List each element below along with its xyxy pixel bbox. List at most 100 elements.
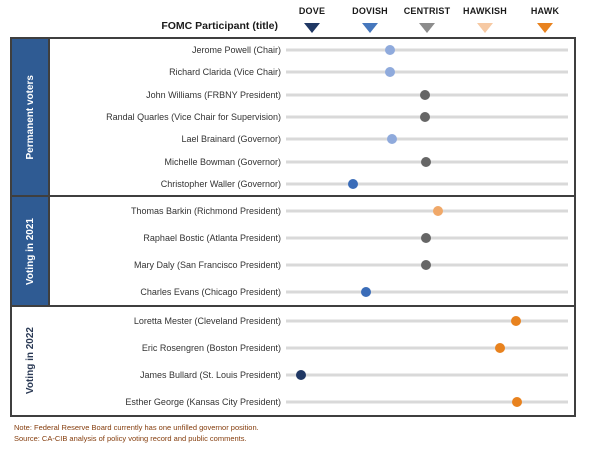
stance-track	[286, 89, 568, 100]
source-line: Source: CA-CIB analysis of policy voting…	[14, 434, 247, 444]
dove-triangle-icon	[304, 23, 320, 33]
stance-track	[286, 259, 568, 270]
scale-column-dovish: DOVISH	[330, 6, 410, 33]
participant-row: Esther George (Kansas City President)	[50, 388, 574, 415]
stance-track	[286, 396, 568, 407]
stance-track	[286, 205, 568, 216]
chart-frame: Permanent voters Jerome Powell (Chair) Ri…	[10, 37, 576, 417]
note-line: Note: Federal Reserve Board currently ha…	[14, 423, 259, 432]
section-permanent-voters: Permanent voters Jerome Powell (Chair) Ri…	[12, 39, 574, 196]
stance-track	[286, 232, 568, 243]
participant-row: Mary Daly (San Francisco President)	[50, 251, 574, 278]
participant-row: Loretta Mester (Cleveland President)	[50, 307, 574, 334]
participant-name: Raphael Bostic (Atlanta President)	[143, 232, 281, 243]
scale-column-hawkish: HAWKISH	[445, 6, 525, 33]
participant-name: Jerome Powell (Chair)	[191, 45, 281, 56]
section-rows: Jerome Powell (Chair) Richard Clarida (Vi…	[50, 39, 574, 195]
participant-row: John Williams (FRBNY President)	[50, 84, 574, 106]
participant-row: Raphael Bostic (Atlanta President)	[50, 224, 574, 251]
participant-name: Christopher Waller (Governor)	[160, 178, 281, 189]
stance-dot	[421, 232, 431, 243]
section-label: Voting in 2021	[24, 217, 36, 285]
participant-row: Jerome Powell (Chair)	[50, 39, 574, 61]
scale-column-hawk: HAWK	[505, 6, 585, 33]
section-rows: Loretta Mester (Cleveland President) Eric…	[50, 307, 574, 415]
section-voting-2022: Voting in 2022 Loretta Mester (Cleveland…	[12, 305, 574, 415]
participant-name: James Bullard (St. Louis President)	[139, 369, 281, 380]
section-bar-voting-2022: Voting in 2022	[12, 307, 50, 415]
stance-track	[286, 315, 568, 326]
stance-line	[286, 290, 568, 294]
participant-row: Michelle Bowman (Governor)	[50, 150, 574, 172]
stance-track	[286, 45, 568, 56]
participant-name: Eric Rosengren (Boston President)	[141, 342, 281, 353]
stance-dot	[421, 259, 431, 270]
stance-track	[286, 286, 568, 297]
stance-line	[286, 209, 568, 213]
stance-track	[286, 369, 568, 380]
participant-name: Esther George (Kansas City President)	[125, 396, 281, 407]
stance-dot	[433, 205, 443, 216]
section-bar-permanent-voters: Permanent voters	[12, 39, 50, 196]
centrist-triangle-icon	[419, 23, 435, 33]
participant-row: Charles Evans (Chicago President)	[50, 278, 574, 305]
participant-row: Thomas Barkin (Richmond President)	[50, 197, 574, 224]
participant-row: Eric Rosengren (Boston President)	[50, 334, 574, 361]
participant-row: Christopher Waller (Governor)	[50, 173, 574, 195]
stance-line	[286, 319, 568, 323]
stance-line	[286, 373, 568, 377]
stance-track	[286, 178, 568, 189]
participant-name: Lael Brainard (Governor)	[181, 134, 281, 145]
participant-row: Randal Quarles (Vice Chair for Supervisi…	[50, 106, 574, 128]
hawk-label: HAWK	[530, 6, 560, 16]
stance-dot	[348, 178, 358, 189]
stance-line	[286, 137, 568, 141]
stance-dot	[420, 89, 430, 100]
participant-name: John Williams (FRBNY President)	[146, 89, 281, 100]
stance-dot	[512, 396, 522, 407]
stance-track	[286, 156, 568, 167]
hawk-triangle-icon	[537, 23, 553, 33]
stance-dot	[385, 67, 395, 78]
stance-line	[286, 70, 568, 74]
participant-row: Lael Brainard (Governor)	[50, 128, 574, 150]
stance-dot	[385, 45, 395, 56]
stance-track	[286, 112, 568, 123]
stance-line	[286, 48, 568, 52]
participant-name: Michelle Bowman (Governor)	[164, 156, 281, 167]
section-label: Permanent voters	[24, 74, 36, 160]
scale-column-dove: DOVE	[272, 6, 352, 33]
stance-track	[286, 134, 568, 145]
participant-name: Richard Clarida (Vice Chair)	[169, 67, 281, 78]
section-bar-voting-2021: Voting in 2021	[12, 197, 50, 306]
section-rows: Thomas Barkin (Richmond President) Raphae…	[50, 197, 574, 305]
stance-dot	[361, 286, 371, 297]
stance-dot	[511, 315, 521, 326]
stance-line	[286, 346, 568, 350]
dove-label: DOVE	[298, 6, 326, 16]
stance-line	[286, 182, 568, 186]
stance-dot	[421, 156, 431, 167]
dovish-label: DOVISH	[352, 6, 388, 16]
participant-row: Richard Clarida (Vice Chair)	[50, 61, 574, 83]
stance-track	[286, 342, 568, 353]
scale-column-centrist: CENTRIST	[387, 6, 467, 33]
participant-name: Thomas Barkin (Richmond President)	[130, 205, 281, 216]
dovish-triangle-icon	[362, 23, 378, 33]
stance-dot	[495, 342, 505, 353]
participant-name: Randal Quarles (Vice Chair for Supervisi…	[106, 112, 281, 123]
participant-name: Loretta Mester (Cleveland President)	[133, 315, 281, 326]
stance-line	[286, 400, 568, 404]
participant-name: Mary Daly (San Francisco President)	[133, 259, 281, 270]
hawkish-triangle-icon	[477, 23, 493, 33]
participant-row: James Bullard (St. Louis President)	[50, 361, 574, 388]
participant-name: Charles Evans (Chicago President)	[140, 286, 281, 297]
section-voting-2021: Voting in 2021 Thomas Barkin (Richmond P…	[12, 195, 574, 306]
footnotes: Note: Federal Reserve Board currently ha…	[14, 422, 259, 445]
centrist-label: CENTRIST	[403, 6, 451, 16]
stance-dot	[296, 369, 306, 380]
stance-track	[286, 67, 568, 78]
section-label: Voting in 2022	[24, 327, 36, 395]
stance-dot	[387, 134, 397, 145]
